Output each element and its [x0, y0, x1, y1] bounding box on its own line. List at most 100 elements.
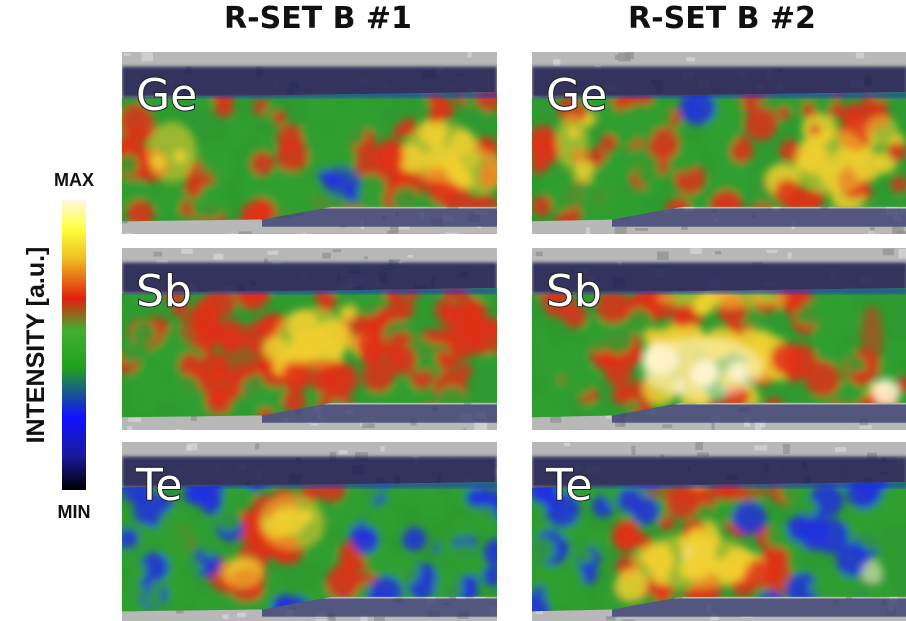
- map-blob: [891, 176, 906, 193]
- map-blob: [210, 600, 228, 612]
- map-blob: [133, 523, 155, 546]
- map-blob: [142, 401, 157, 416]
- map-blob: [254, 203, 272, 221]
- noise: [690, 248, 702, 255]
- noise: [755, 421, 762, 430]
- map-blob: [482, 353, 497, 368]
- map-blob: [122, 552, 136, 567]
- map-zone: [793, 129, 871, 195]
- map-panel: Te: [532, 442, 906, 621]
- noise: [585, 227, 590, 234]
- noise: [782, 444, 791, 448]
- map-zone: [861, 305, 883, 371]
- map: [532, 442, 906, 621]
- map-blob: [770, 342, 803, 375]
- colorbar-min: MIN: [58, 502, 91, 522]
- map-blob: [572, 594, 590, 612]
- noise: [859, 425, 873, 429]
- map-blob: [601, 322, 634, 355]
- map-blob: [841, 346, 857, 361]
- map-blob: [836, 543, 870, 578]
- noise: [374, 616, 385, 621]
- map: [122, 248, 497, 430]
- map-blob: [129, 562, 147, 580]
- dark-band: [122, 66, 497, 98]
- map-blob: [317, 482, 346, 503]
- noise: [710, 613, 719, 621]
- map: [532, 248, 906, 430]
- map-zone: [220, 555, 264, 589]
- map-blob: [626, 308, 653, 334]
- map-texture: [122, 482, 497, 612]
- column-title: R-SET B #1: [224, 1, 412, 36]
- element-label: Sb: [136, 266, 192, 317]
- top-edge: [532, 288, 906, 295]
- dark-band: [532, 262, 906, 294]
- map-blob: [164, 571, 187, 593]
- map-blob: [145, 589, 163, 608]
- element-label: Te: [135, 460, 182, 511]
- map-zone: [322, 166, 362, 198]
- map-blob: [171, 300, 189, 317]
- map-blob: [732, 501, 767, 535]
- map-blob: [766, 525, 790, 549]
- map-blob: [562, 303, 587, 329]
- noise: [618, 52, 631, 62]
- map-blob: [307, 96, 335, 124]
- map-blob: [544, 175, 581, 212]
- substrate: [612, 208, 906, 227]
- map-blob: [202, 141, 233, 172]
- map-blob: [876, 358, 898, 379]
- map-blob: [482, 565, 497, 587]
- map-panel: Ge: [532, 52, 906, 234]
- noise: [364, 256, 368, 260]
- map-blob: [352, 527, 379, 554]
- noise: [122, 219, 128, 224]
- element-label: Ge: [136, 70, 197, 121]
- map-blob: [350, 489, 372, 511]
- map-blob: [659, 515, 675, 531]
- map-zone: [460, 150, 497, 194]
- map-blob: [453, 520, 473, 540]
- noise: [181, 248, 193, 254]
- map-blob: [532, 592, 550, 612]
- noise: [267, 250, 278, 255]
- map-blob: [331, 503, 361, 532]
- noise: [255, 443, 260, 450]
- noise: [683, 202, 695, 212]
- colorbar: [62, 200, 86, 490]
- map-blob: [388, 555, 420, 587]
- noise: [355, 452, 368, 461]
- map-blob: [205, 387, 233, 415]
- map: [532, 52, 906, 234]
- noise: [310, 423, 319, 426]
- map-blob: [561, 362, 597, 397]
- map-blob: [433, 572, 464, 603]
- map-blob: [225, 128, 247, 150]
- noise: [338, 450, 348, 455]
- map-zone: [865, 115, 899, 149]
- noise: [445, 232, 458, 234]
- map-blob: [122, 599, 148, 612]
- noise: [126, 232, 132, 234]
- element-label: Te: [545, 460, 592, 511]
- colorbar-label: INTENSITY [a.u.]: [22, 247, 50, 444]
- noise: [606, 615, 616, 621]
- noise: [563, 442, 571, 447]
- noise: [656, 251, 669, 260]
- map-panel: Sb: [122, 248, 497, 430]
- map-blob: [153, 384, 171, 402]
- map-blob: [639, 128, 654, 143]
- map-blob: [532, 195, 553, 217]
- map-blob: [851, 370, 867, 386]
- substrate: [262, 404, 497, 423]
- map-zone: [180, 306, 224, 350]
- map-blob: [334, 116, 367, 148]
- map-blob: [276, 140, 309, 173]
- substrate: [612, 404, 906, 423]
- map-panel: Te: [122, 442, 497, 621]
- map-blob: [532, 536, 556, 564]
- map-blob: [201, 541, 218, 558]
- map-blob: [393, 169, 409, 185]
- noise: [681, 226, 688, 230]
